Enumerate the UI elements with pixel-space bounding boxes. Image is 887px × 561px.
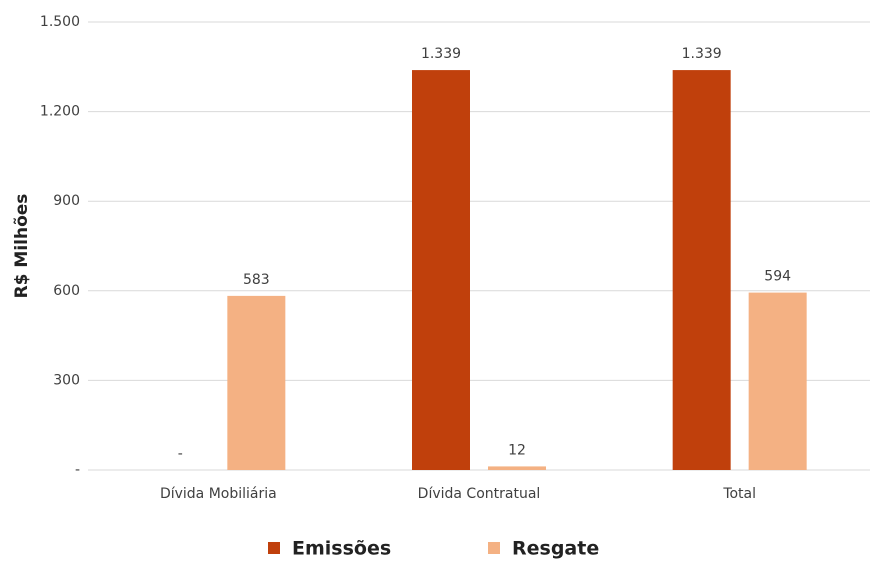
legend-text: Resgate <box>512 538 599 560</box>
y-tick-label: 900 <box>53 193 80 209</box>
y-tick-label: - <box>75 462 80 478</box>
x-tick-label: Dívida Mobiliária <box>160 486 277 502</box>
y-tick-label: 300 <box>53 372 80 388</box>
x-tick-label: Total <box>722 486 756 502</box>
legend-text: Emissões <box>292 538 391 560</box>
value-label: - <box>178 446 183 462</box>
legend-swatch <box>268 542 280 554</box>
y-tick-label: 1.200 <box>40 104 80 120</box>
bar <box>488 466 546 470</box>
bar <box>672 70 731 471</box>
bar <box>227 295 286 470</box>
value-label: 1.339 <box>421 46 461 62</box>
value-label: 594 <box>764 269 791 285</box>
y-tick-label: 1.500 <box>40 14 80 30</box>
value-label: 1.339 <box>682 46 722 62</box>
y-axis-title: R$ Milhões <box>12 194 32 299</box>
value-label: 12 <box>508 442 526 458</box>
y-tick-label: 600 <box>53 283 80 299</box>
bar <box>748 292 807 470</box>
value-label: 583 <box>243 272 270 288</box>
legend-swatch <box>488 542 500 554</box>
x-tick-label: Dívida Contratual <box>418 486 541 502</box>
bar <box>412 70 470 471</box>
